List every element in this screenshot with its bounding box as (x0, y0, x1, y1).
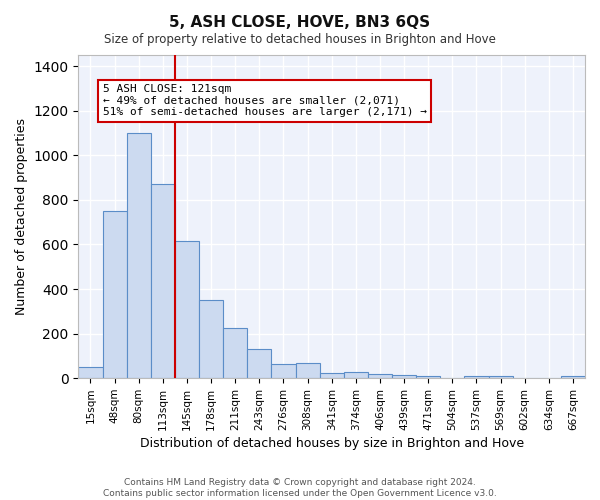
Bar (488, 376, 512, 378)
Bar (79, 367, 103, 378)
Bar (247, 349, 271, 378)
Text: Contains HM Land Registry data © Crown copyright and database right 2024.
Contai: Contains HM Land Registry data © Crown c… (103, 478, 497, 498)
Bar (199, 300, 223, 378)
Text: 5, ASH CLOSE, HOVE, BN3 6QS: 5, ASH CLOSE, HOVE, BN3 6QS (169, 15, 431, 30)
Bar (223, 328, 247, 378)
Bar (416, 376, 440, 378)
Bar (175, 241, 199, 378)
Bar (127, 133, 151, 378)
Text: 5 ASH CLOSE: 121sqm
← 49% of detached houses are smaller (2,071)
51% of semi-det: 5 ASH CLOSE: 121sqm ← 49% of detached ho… (103, 84, 427, 117)
Bar (344, 372, 368, 378)
Bar (368, 374, 392, 378)
Bar (271, 364, 296, 378)
Text: Size of property relative to detached houses in Brighton and Hove: Size of property relative to detached ho… (104, 32, 496, 46)
Bar (296, 362, 320, 378)
Bar (151, 184, 175, 378)
Bar (103, 211, 127, 378)
X-axis label: Distribution of detached houses by size in Brighton and Hove: Distribution of detached houses by size … (140, 437, 524, 450)
Bar (464, 376, 488, 378)
Y-axis label: Number of detached properties: Number of detached properties (15, 118, 28, 315)
Bar (392, 375, 416, 378)
Bar (320, 372, 344, 378)
Bar (561, 376, 585, 378)
